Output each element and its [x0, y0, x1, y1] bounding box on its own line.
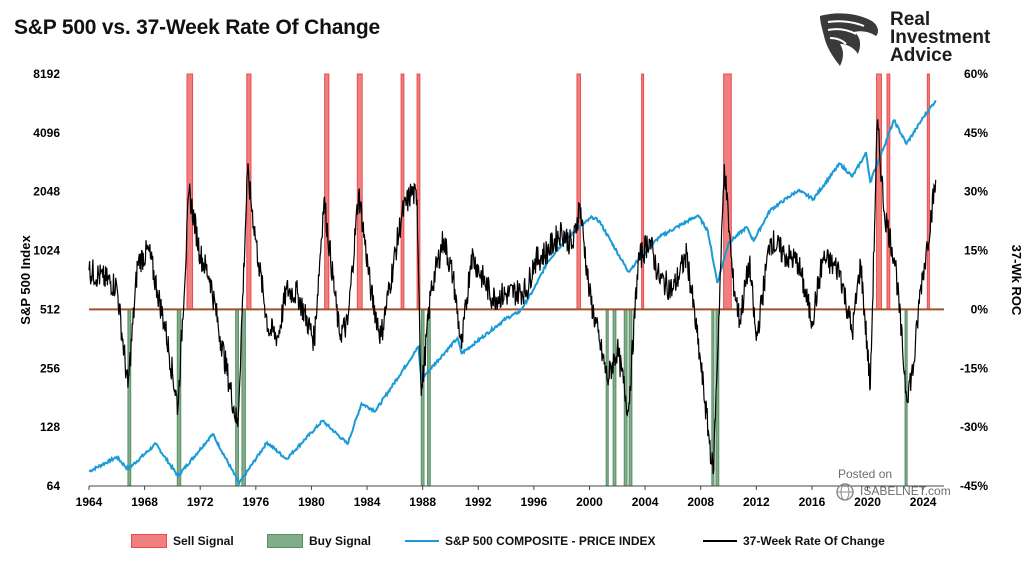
- left-tick-label: 128: [40, 420, 60, 434]
- x-tick-label: 2012: [743, 495, 770, 509]
- legend-label-spx: S&P 500 COMPOSITE - PRICE INDEX: [445, 534, 656, 548]
- eagle-icon: [820, 13, 878, 67]
- sell-signal-bar: [876, 73, 882, 310]
- brand-line-2: Investment: [890, 27, 991, 48]
- x-tick-label: 1980: [298, 495, 325, 509]
- x-tick-label: 2008: [687, 495, 714, 509]
- legend-label-roc: 37-Week Rate Of Change: [743, 534, 885, 548]
- right-tick-label: -30%: [960, 420, 988, 434]
- x-tick-label: 2016: [799, 495, 826, 509]
- brand-line-1: Real: [890, 9, 931, 30]
- left-tick-label: 2048: [33, 185, 60, 199]
- sell-signal-bar: [641, 73, 645, 310]
- globe-icon: [836, 483, 854, 501]
- x-tick-label: 1972: [187, 495, 214, 509]
- legend-swatch-buy: [267, 534, 303, 548]
- x-tick-label: 2000: [576, 495, 603, 509]
- y-axis-title-right: 37-Wk ROC: [1009, 245, 1024, 316]
- right-tick-label: 0%: [971, 302, 989, 316]
- legend-swatch-roc: [703, 540, 737, 542]
- legend-label-sell: Sell Signal: [173, 534, 234, 548]
- legend-item-sell: Sell Signal: [131, 534, 234, 548]
- left-tick-label: 8192: [33, 67, 60, 81]
- brand-line-3: Advice: [890, 45, 953, 66]
- x-tick-label: 2020: [854, 495, 881, 509]
- x-tick-label: 1964: [76, 495, 103, 509]
- legend-swatch-spx: [405, 540, 439, 542]
- spx-price-line: [88, 100, 937, 487]
- left-tick-label: 512: [40, 302, 60, 316]
- watermark: Posted on ISABELNET.com: [834, 467, 969, 503]
- chart-legend: Sell Signal Buy Signal S&P 500 COMPOSITE…: [0, 532, 1024, 552]
- watermark-site: ISABELNET.com: [860, 484, 951, 498]
- x-tick-label: 1992: [465, 495, 492, 509]
- buy-signal-bar: [127, 308, 132, 487]
- x-tick-label: 1984: [354, 495, 381, 509]
- x-tick-label: 1976: [242, 495, 269, 509]
- right-tick-label: -15%: [960, 361, 988, 375]
- buy-signal-bar: [235, 308, 239, 487]
- watermark-posted: Posted on: [838, 467, 893, 481]
- right-tick-label: 45%: [964, 126, 988, 140]
- buy-signal-bar: [427, 308, 431, 487]
- right-tick-label: 30%: [964, 185, 988, 199]
- left-tick-label: 4096: [33, 126, 60, 140]
- buy-signal-bar: [605, 308, 609, 487]
- sell-signal-bar: [886, 73, 891, 310]
- chart-area: 8192 4096 2048 1024 512 256 128 64 60% 45% 30% 15% 0…: [18, 67, 1024, 509]
- left-tick-label: 64: [47, 479, 61, 493]
- buy-signal-bar: [420, 308, 425, 487]
- x-tick-label: 1996: [521, 495, 548, 509]
- sell-signal-bar: [723, 73, 732, 310]
- roc-line: [88, 119, 937, 475]
- sell-signal-bar: [400, 73, 405, 310]
- legend-label-buy: Buy Signal: [309, 534, 372, 548]
- y-axis-title-left: S&P 500 Index: [18, 235, 33, 325]
- right-tick-label: -45%: [960, 479, 988, 493]
- legend-item-roc: 37-Week Rate Of Change: [703, 534, 885, 548]
- x-tick-label: 2004: [632, 495, 659, 509]
- x-tick-label: 1968: [131, 495, 158, 509]
- buy-signal-bar: [241, 308, 246, 487]
- left-tick-label: 1024: [33, 244, 60, 258]
- legend-swatch-sell: [131, 534, 167, 548]
- sell-signal-bar: [324, 73, 330, 310]
- sell-signal-bar: [576, 73, 581, 310]
- legend-item-buy: Buy Signal: [267, 534, 371, 548]
- brand-logo: Real Investment Advice: [812, 8, 1012, 68]
- x-tick-label: 1988: [409, 495, 436, 509]
- chart-title: S&P 500 vs. 37-Week Rate Of Change: [14, 16, 380, 39]
- legend-item-spx: S&P 500 COMPOSITE - PRICE INDEX: [405, 534, 656, 548]
- right-tick-label: 60%: [964, 67, 988, 81]
- left-tick-label: 256: [40, 361, 60, 375]
- buy-signal-bar: [612, 308, 617, 487]
- right-tick-label: 15%: [964, 244, 988, 258]
- x-tick-label: 2024: [910, 495, 937, 509]
